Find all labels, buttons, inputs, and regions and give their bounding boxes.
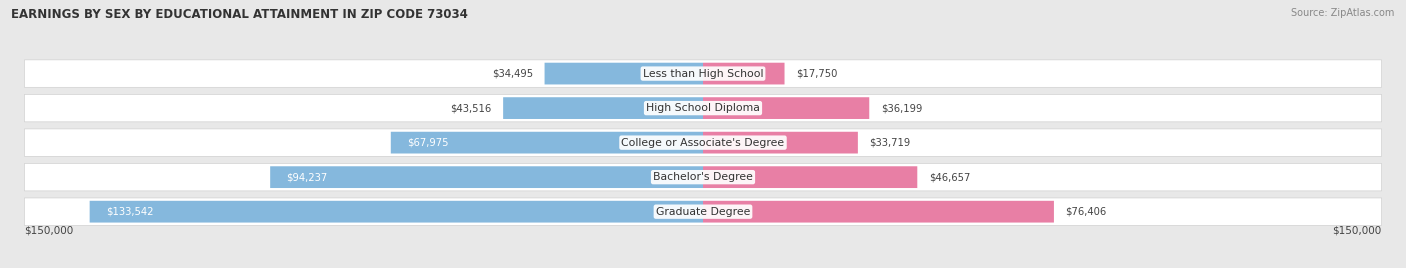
FancyBboxPatch shape bbox=[391, 132, 703, 154]
Text: $94,237: $94,237 bbox=[287, 172, 328, 182]
FancyBboxPatch shape bbox=[24, 129, 1382, 156]
FancyBboxPatch shape bbox=[703, 166, 917, 188]
Text: Less than High School: Less than High School bbox=[643, 69, 763, 79]
Text: $133,542: $133,542 bbox=[105, 207, 153, 217]
Text: $76,406: $76,406 bbox=[1066, 207, 1107, 217]
Text: $34,495: $34,495 bbox=[492, 69, 533, 79]
FancyBboxPatch shape bbox=[24, 94, 1382, 122]
Text: $150,000: $150,000 bbox=[24, 226, 73, 236]
FancyBboxPatch shape bbox=[24, 60, 1382, 87]
FancyBboxPatch shape bbox=[24, 198, 1382, 225]
Text: Graduate Degree: Graduate Degree bbox=[655, 207, 751, 217]
Text: Source: ZipAtlas.com: Source: ZipAtlas.com bbox=[1291, 8, 1395, 18]
Text: $36,199: $36,199 bbox=[880, 103, 922, 113]
Text: Bachelor's Degree: Bachelor's Degree bbox=[652, 172, 754, 182]
FancyBboxPatch shape bbox=[703, 97, 869, 119]
FancyBboxPatch shape bbox=[703, 201, 1054, 222]
FancyBboxPatch shape bbox=[703, 132, 858, 154]
FancyBboxPatch shape bbox=[544, 63, 703, 84]
Text: $46,657: $46,657 bbox=[929, 172, 970, 182]
Text: $67,975: $67,975 bbox=[406, 138, 449, 148]
Text: High School Diploma: High School Diploma bbox=[647, 103, 759, 113]
FancyBboxPatch shape bbox=[24, 163, 1382, 191]
FancyBboxPatch shape bbox=[703, 63, 785, 84]
Text: $17,750: $17,750 bbox=[796, 69, 838, 79]
Text: College or Associate's Degree: College or Associate's Degree bbox=[621, 138, 785, 148]
FancyBboxPatch shape bbox=[270, 166, 703, 188]
Text: EARNINGS BY SEX BY EDUCATIONAL ATTAINMENT IN ZIP CODE 73034: EARNINGS BY SEX BY EDUCATIONAL ATTAINMEN… bbox=[11, 8, 468, 21]
FancyBboxPatch shape bbox=[90, 201, 703, 222]
FancyBboxPatch shape bbox=[503, 97, 703, 119]
Text: $33,719: $33,719 bbox=[869, 138, 911, 148]
Text: $43,516: $43,516 bbox=[450, 103, 492, 113]
Text: $150,000: $150,000 bbox=[1333, 226, 1382, 236]
